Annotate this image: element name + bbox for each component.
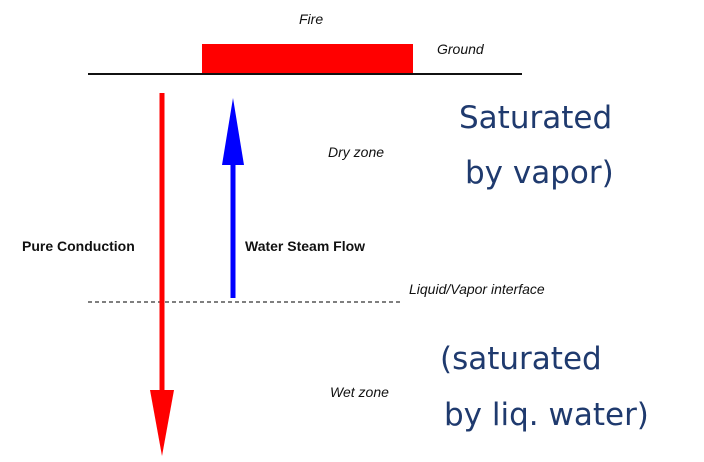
- wet-note-line: by liq. water): [444, 397, 649, 433]
- dry-zone-label: Dry zone: [328, 144, 384, 160]
- wet-note-line: (saturated: [440, 341, 602, 377]
- dry-note-line: Saturated: [459, 100, 612, 136]
- dry-note-line: by vapor): [465, 155, 614, 191]
- pure-conduction-label: Pure Conduction: [22, 238, 135, 254]
- steam-arrow-head: [222, 98, 244, 165]
- steam-flow-label: Water Steam Flow: [245, 238, 365, 254]
- conduction-arrow-head: [150, 390, 174, 456]
- wet-zone-label: Wet zone: [330, 384, 389, 400]
- ground-label: Ground: [437, 41, 485, 57]
- fire-label: Fire: [299, 11, 323, 27]
- interface-label: Liquid/Vapor interface: [409, 281, 545, 297]
- fire-block: [202, 44, 413, 74]
